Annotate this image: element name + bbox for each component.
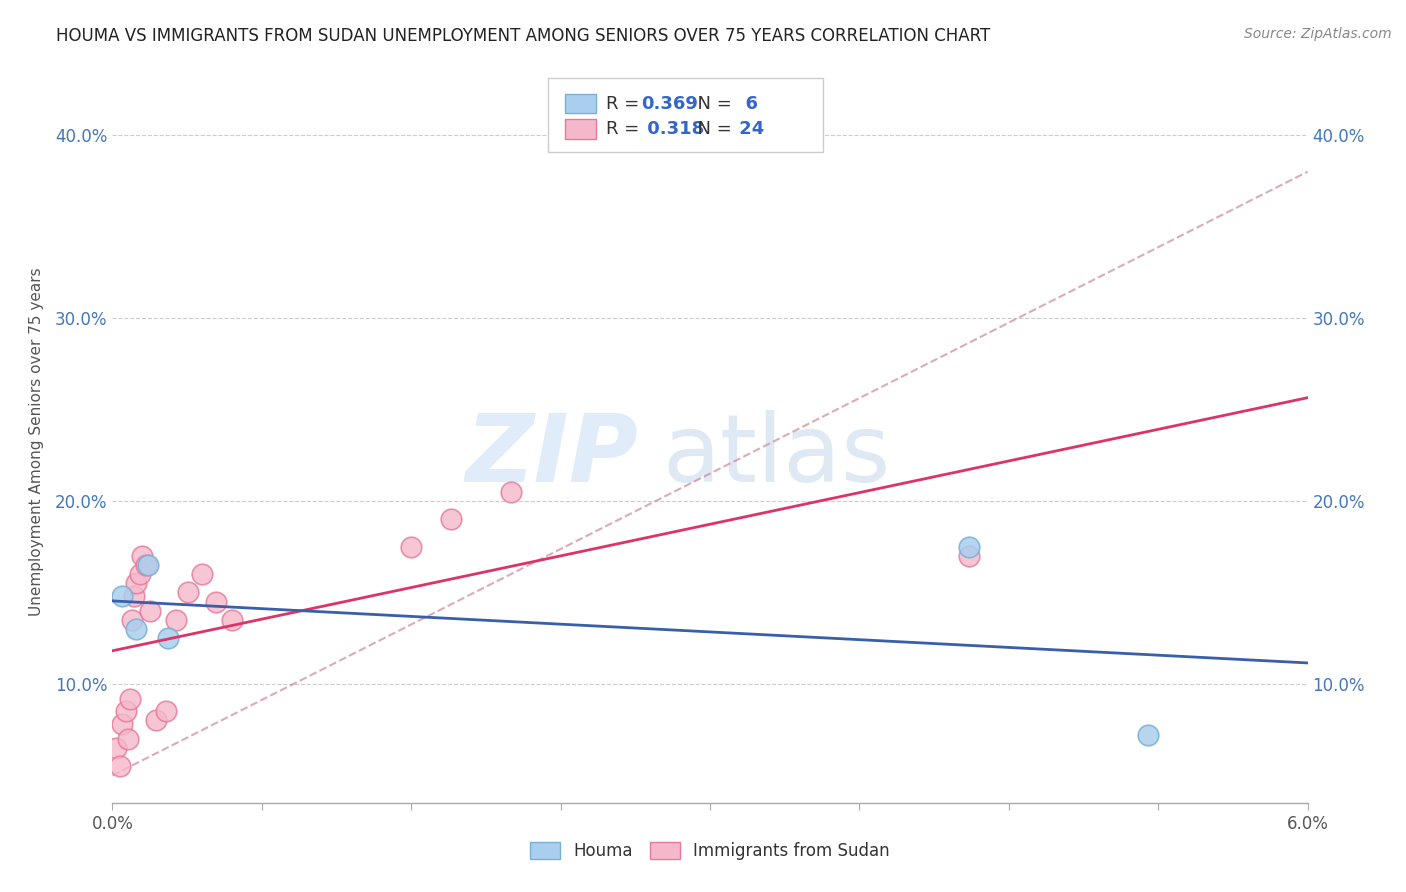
Point — [120, 691, 142, 706]
Point — [124, 589, 146, 603]
Point — [165, 613, 187, 627]
Text: atlas: atlas — [662, 410, 890, 502]
Text: N =: N = — [686, 95, 733, 112]
Point — [138, 558, 160, 572]
Point — [125, 576, 148, 591]
Point — [157, 631, 180, 645]
Text: ZIP: ZIP — [465, 410, 638, 502]
Point — [221, 613, 243, 627]
Point — [121, 613, 143, 627]
Text: R =: R = — [606, 95, 645, 112]
Point — [401, 540, 423, 554]
Point — [129, 567, 152, 582]
Point — [177, 585, 200, 599]
Point — [125, 622, 148, 636]
Point — [111, 589, 134, 603]
Point — [155, 704, 177, 718]
Point — [957, 540, 980, 554]
Text: 0.369: 0.369 — [641, 95, 697, 112]
Text: R =: R = — [606, 120, 645, 138]
Point — [117, 731, 139, 746]
Y-axis label: Unemployment Among Seniors over 75 years: Unemployment Among Seniors over 75 years — [30, 268, 44, 615]
Point — [957, 549, 980, 563]
Text: 24: 24 — [733, 120, 763, 138]
Text: 6: 6 — [733, 95, 758, 112]
Point — [111, 717, 134, 731]
Text: 0.318: 0.318 — [641, 120, 704, 138]
Point — [191, 567, 214, 582]
Point — [135, 558, 157, 572]
Text: Source: ZipAtlas.com: Source: ZipAtlas.com — [1244, 27, 1392, 41]
Point — [145, 714, 167, 728]
Point — [131, 549, 153, 563]
Point — [440, 512, 463, 526]
Point — [115, 704, 138, 718]
Text: N =: N = — [686, 120, 733, 138]
Point — [139, 604, 162, 618]
Point — [499, 484, 522, 499]
Legend: Houma, Immigrants from Sudan: Houma, Immigrants from Sudan — [523, 835, 897, 867]
Point — [1137, 728, 1160, 742]
Text: HOUMA VS IMMIGRANTS FROM SUDAN UNEMPLOYMENT AMONG SENIORS OVER 75 YEARS CORRELAT: HOUMA VS IMMIGRANTS FROM SUDAN UNEMPLOYM… — [56, 27, 990, 45]
Point — [110, 759, 132, 773]
Point — [105, 740, 128, 755]
Point — [205, 594, 228, 608]
